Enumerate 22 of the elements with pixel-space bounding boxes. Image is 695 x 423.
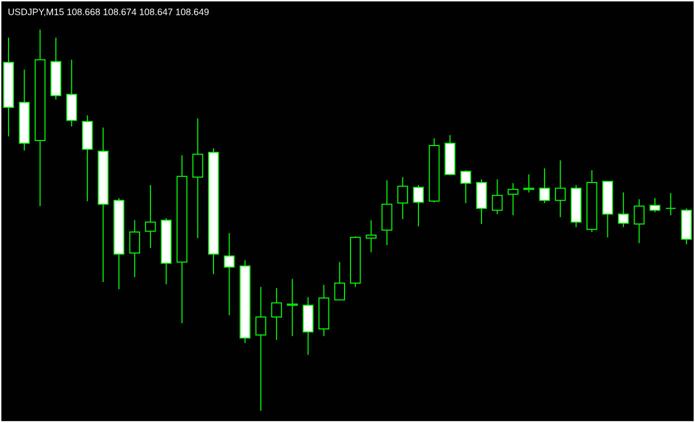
candlestick [650, 198, 660, 213]
candlestick [145, 184, 156, 249]
candlestick [523, 174, 534, 194]
candlestick [397, 176, 408, 220]
candlestick [271, 288, 282, 341]
candlestick [492, 179, 503, 215]
candlestick [334, 262, 346, 301]
candlestick [255, 286, 266, 412]
candlestick [539, 168, 550, 204]
candlestick [460, 170, 472, 204]
candlestick [554, 160, 566, 218]
candlestick [366, 220, 377, 253]
candlestick [413, 184, 424, 228]
candlestick [192, 118, 204, 239]
candlestick [665, 192, 676, 216]
candlestick [129, 220, 140, 278]
candlestick [508, 182, 518, 216]
candlestick [634, 198, 645, 244]
candlestick [286, 278, 298, 337]
chart-title: USDJPY,M15 108.668 108.674 108.647 108.649 [8, 8, 209, 16]
candlestick [224, 232, 235, 316]
candlestick [618, 192, 629, 228]
